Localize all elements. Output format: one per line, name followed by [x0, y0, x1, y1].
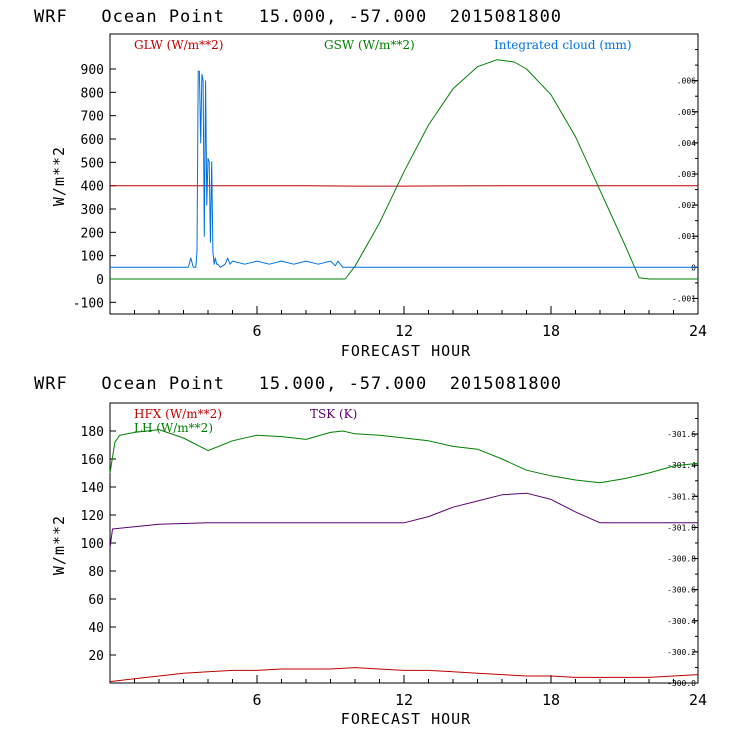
top-y2-axis: -.001 0 .001 .002 .003 .004 .005 .006 — [672, 49, 698, 303]
y-tick-label: 900 — [81, 63, 104, 78]
y2-tick-label: -301.0 — [667, 523, 696, 532]
series-line-hfx — [109, 667, 699, 683]
series-line-gsw — [110, 59, 698, 280]
bottom-x-axis: 6 12 18 24 — [134, 675, 707, 709]
panel-bottom: WRF Ocean Point 15.000, -57.000 20150818… — [34, 374, 707, 728]
y2-tick-label: -300.0 — [667, 679, 696, 688]
y-tick-label: 120 — [81, 509, 104, 524]
y2-tick-label: -300.2 — [667, 648, 696, 657]
y2-tick-label: -300.8 — [667, 555, 696, 564]
y-tick-label: 500 — [81, 156, 104, 171]
top-y-label: W/m**2 — [50, 146, 68, 206]
y-tick-label: 20 — [88, 649, 104, 664]
bottom-y2-axis: -300.0 -300.2 -300.4 -300.6 -300.8 -301.0 -301… — [667, 418, 698, 688]
y-tick-label: 200 — [81, 226, 104, 241]
y-tick-label: -100 — [73, 296, 104, 311]
y2-tick-label: .003 — [677, 170, 696, 179]
top-chart-title: WRF Ocean Point 15.000, -57.000 20150818… — [34, 7, 562, 27]
y-tick-label: 160 — [81, 453, 104, 468]
panel-top: WRF Ocean Point 15.000, -57.000 20150818… — [34, 7, 707, 360]
y2-tick-label: .004 — [677, 139, 696, 148]
y2-tick-label: .005 — [677, 108, 696, 117]
bottom-y-axis: 20 40 60 80 100 120 140 160 180 — [81, 425, 116, 664]
x-tick-label: 18 — [542, 691, 560, 709]
y2-tick-label: .002 — [677, 201, 696, 210]
y2-tick-label: -301.6 — [667, 430, 696, 439]
y-tick-label: 400 — [81, 180, 104, 195]
y-tick-label: 140 — [81, 481, 104, 496]
y2-tick-label: .001 — [677, 232, 696, 241]
y2-tick-label: -300.6 — [667, 586, 696, 595]
top-series-group — [110, 59, 698, 280]
y-tick-label: 300 — [81, 203, 104, 218]
series-line-lh — [109, 429, 699, 484]
x-tick-label: 18 — [542, 322, 560, 340]
bottom-series-group — [109, 429, 699, 683]
bottom-y-label: W/m**2 — [50, 515, 68, 575]
bottom-legend-tsk: TSK (K) — [310, 407, 357, 421]
y2-tick-label: -301.4 — [667, 461, 696, 470]
y-tick-label: 180 — [81, 425, 104, 440]
y-tick-label: 700 — [81, 110, 104, 125]
y-tick-label: 0 — [96, 273, 104, 288]
bottom-legend-lh: LH (W/m**2) — [134, 421, 213, 435]
y2-tick-label: 0 — [691, 263, 696, 272]
top-legend-gsw: GSW (W/m**2) — [324, 38, 415, 52]
y-tick-label: 60 — [88, 593, 104, 608]
x-tick-label: 6 — [252, 691, 261, 709]
top-legend-glw: GLW (W/m**2) — [134, 38, 223, 52]
top-x-label: FORECAST HOUR — [341, 342, 471, 360]
y-tick-label: 100 — [81, 250, 104, 265]
bottom-chart-title: WRF Ocean Point 15.000, -57.000 20150818… — [34, 374, 562, 394]
y-tick-label: 600 — [81, 133, 104, 148]
x-tick-label: 12 — [395, 322, 413, 340]
top-y-axis: -100 0 100 200 300 400 500 600 700 800 900 — [73, 63, 116, 311]
x-tick-label: 24 — [689, 322, 707, 340]
y2-tick-label: -.001 — [672, 294, 696, 303]
y-tick-label: 800 — [81, 86, 104, 101]
series-line-integrated — [110, 70, 698, 268]
series-line-tsk — [109, 492, 698, 548]
bottom-legend-hfx: HFX (W/m**2) — [134, 407, 222, 421]
y2-tick-label: -300.4 — [667, 617, 696, 626]
y2-tick-label: -301.2 — [667, 492, 696, 501]
x-tick-label: 24 — [689, 691, 707, 709]
x-tick-label: 12 — [395, 691, 413, 709]
top-x-axis: 6 12 18 24 — [134, 306, 707, 340]
y-tick-label: 40 — [88, 621, 104, 636]
x-tick-label: 6 — [252, 322, 261, 340]
y-tick-label: 100 — [81, 537, 104, 552]
y2-tick-label: .006 — [677, 77, 696, 86]
bottom-x-label: FORECAST HOUR — [341, 710, 471, 728]
y-tick-label: 80 — [88, 565, 104, 580]
top-legend-cloud: Integrated cloud (mm) — [494, 38, 632, 52]
